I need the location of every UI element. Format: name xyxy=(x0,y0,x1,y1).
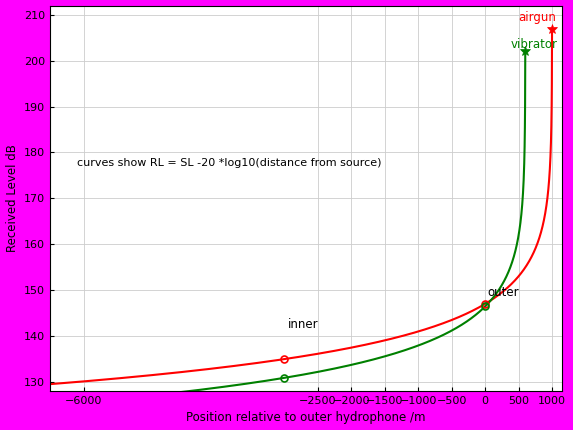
Text: curves show RL = SL -20 *log10(distance from source): curves show RL = SL -20 *log10(distance … xyxy=(77,158,382,168)
Text: airgun: airgun xyxy=(518,11,556,24)
X-axis label: Position relative to outer hydrophone /m: Position relative to outer hydrophone /m xyxy=(186,412,426,424)
Text: inner: inner xyxy=(288,318,319,332)
Y-axis label: Received Level dB: Received Level dB xyxy=(6,144,18,252)
Text: outer: outer xyxy=(487,286,519,299)
Text: vibrator: vibrator xyxy=(511,38,558,51)
